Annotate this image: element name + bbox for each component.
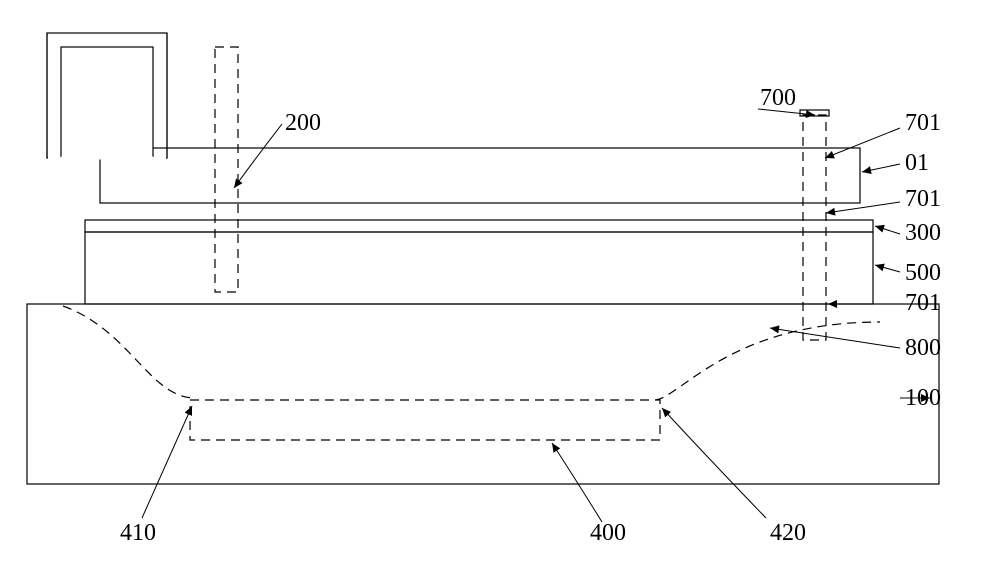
arrowhead bbox=[552, 443, 560, 453]
arrowhead bbox=[770, 325, 780, 333]
leader bbox=[825, 128, 900, 158]
layer-500 bbox=[85, 232, 873, 304]
label-700: 700 bbox=[760, 85, 796, 111]
label-400: 400 bbox=[590, 520, 626, 546]
label-701: 701 bbox=[905, 186, 941, 212]
leader bbox=[142, 406, 192, 518]
label-300: 300 bbox=[905, 220, 941, 246]
arrowhead bbox=[826, 208, 835, 216]
label-701: 701 bbox=[905, 110, 941, 136]
leader bbox=[662, 408, 766, 518]
label-500: 500 bbox=[905, 260, 941, 286]
layer-01 bbox=[100, 148, 860, 203]
cavity-400 bbox=[190, 400, 660, 440]
arrowhead bbox=[875, 225, 885, 233]
column-700 bbox=[803, 115, 826, 340]
substrate-100 bbox=[27, 304, 939, 484]
label-200: 200 bbox=[285, 110, 321, 136]
handle-inner bbox=[61, 47, 153, 158]
label-800: 800 bbox=[905, 335, 941, 361]
label-01: 01 bbox=[905, 150, 929, 176]
label-420: 420 bbox=[770, 520, 806, 546]
label-410: 410 bbox=[120, 520, 156, 546]
label-701: 701 bbox=[905, 290, 941, 316]
arrowhead bbox=[862, 166, 872, 174]
arrowhead bbox=[875, 264, 885, 272]
label-100: 100 bbox=[905, 385, 941, 411]
leader bbox=[552, 443, 602, 522]
leader bbox=[234, 124, 282, 188]
arrowhead bbox=[806, 110, 815, 118]
leader bbox=[770, 328, 900, 348]
leader bbox=[826, 202, 900, 213]
column-200 bbox=[215, 47, 238, 292]
layer-300 bbox=[85, 220, 873, 232]
arrowhead bbox=[828, 300, 837, 308]
interface-800 bbox=[63, 306, 880, 400]
